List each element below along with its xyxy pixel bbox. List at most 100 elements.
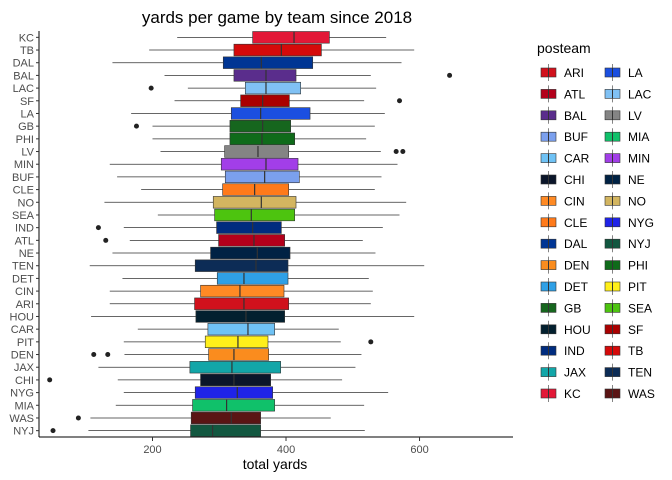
box-iqr <box>190 411 261 425</box>
outlier-point <box>393 149 399 155</box>
box-was: WAS <box>9 411 331 425</box>
box-sf: SF <box>20 94 403 108</box>
legend-label: CHI <box>564 173 585 187</box>
legend-label: DET <box>564 280 589 294</box>
box-iqr <box>252 31 330 44</box>
legend-item-det: DET <box>540 278 589 295</box>
box-iqr <box>210 246 291 260</box>
legend-item-lac: LAC <box>604 85 652 103</box>
y-tick-label: MIA <box>14 400 34 412</box>
y-tick-label: LV <box>21 147 34 159</box>
box-iqr <box>214 208 295 222</box>
box-bal: BAL <box>13 69 453 82</box>
outlier-point <box>397 98 403 104</box>
outlier-point <box>447 72 453 78</box>
legend-item-mia: MIA <box>604 128 649 146</box>
legend-label: LA <box>628 66 643 80</box>
legend-label: SF <box>628 323 643 337</box>
x-tick-label: 600 <box>410 444 428 456</box>
y-tick-label: CIN <box>15 286 34 298</box>
y-tick-label: PHI <box>16 134 34 146</box>
box-no: NO <box>18 196 407 209</box>
x-tick-label: 400 <box>277 444 295 456</box>
box-ind: IND <box>15 221 383 235</box>
legend-label: TB <box>628 344 643 358</box>
y-tick-label: KC <box>19 32 34 44</box>
box-nyg: NYG <box>10 386 389 400</box>
box-iqr <box>240 94 290 107</box>
box-iqr <box>222 183 289 196</box>
box-iqr <box>200 284 285 298</box>
outlier-point <box>368 339 374 345</box>
box-iqr <box>218 234 285 247</box>
y-tick-label: WAS <box>9 413 34 425</box>
legend-label: LV <box>628 109 642 123</box>
y-tick-label: NE <box>19 248 34 260</box>
legend-item-jax: JAX <box>540 363 586 381</box>
legend-item-den: DEN <box>540 256 589 274</box>
legend-label: NYJ <box>628 237 651 251</box>
box-cle: CLE <box>13 183 375 197</box>
y-tick-label: BUF <box>12 172 34 184</box>
legend-item-sf: SF <box>604 320 643 338</box>
box-min: MIN <box>14 158 398 171</box>
legend-item-min: MIN <box>604 149 650 167</box>
legend-label: NO <box>628 194 646 208</box>
box-iqr <box>194 259 289 272</box>
box-phi: PHI <box>16 132 367 146</box>
box-iqr <box>195 310 285 323</box>
y-tick-label: CLE <box>13 185 34 197</box>
legend-item-gb: GB <box>540 299 581 317</box>
box-gb: GB <box>18 120 375 133</box>
box-iqr <box>224 170 300 184</box>
box-nyj: NYJ <box>13 424 365 438</box>
legend-label: JAX <box>564 366 586 380</box>
y-tick-label: CAR <box>11 324 34 336</box>
y-tick-label: DET <box>12 273 34 285</box>
legend-label: PHI <box>628 259 648 273</box>
box-iqr <box>244 81 302 95</box>
box-iqr <box>208 348 269 361</box>
box-ari: ARI <box>16 297 371 311</box>
legend-label: MIA <box>628 130 649 144</box>
plot-area: 200 400 600KCTBDALBALLACSFLAGBPHILVMINBUFC… <box>9 31 513 456</box>
legend-item-chi: CHI <box>540 171 585 188</box>
legend-item-car: CAR <box>540 149 590 167</box>
y-tick-label: ATL <box>15 235 34 247</box>
legend-label: MIN <box>628 152 650 166</box>
y-tick-label: TB <box>20 45 34 57</box>
box-iqr <box>222 56 314 69</box>
legend-item-ne: NE <box>604 171 645 188</box>
y-tick-label: MIN <box>14 159 34 171</box>
legend-item-no: NO <box>604 192 646 210</box>
y-tick-label: PIT <box>17 337 34 349</box>
box-iqr <box>220 158 299 171</box>
box-den: DEN <box>11 348 362 362</box>
legend-item-tb: TB <box>604 342 643 360</box>
box-lv: LV <box>21 145 406 159</box>
y-tick-label: SF <box>20 96 34 108</box>
box-iqr <box>229 120 291 133</box>
y-tick-label: TEN <box>12 261 34 273</box>
legend-item-nyg: NYG <box>604 213 654 231</box>
outlier-point <box>91 352 97 358</box>
box-chi: CHI <box>15 373 343 387</box>
box-car: CAR <box>11 323 339 336</box>
legend-item-nyj: NYJ <box>604 235 651 253</box>
box-iqr <box>212 196 297 209</box>
legend-item-sea: SEA <box>604 299 652 317</box>
box-lac: LAC <box>13 81 377 95</box>
legend-label: DAL <box>564 237 588 251</box>
box-iqr <box>207 323 275 336</box>
y-tick-label: CHI <box>15 375 34 387</box>
x-axis-title: total yards <box>243 456 308 472</box>
y-tick-label: NYG <box>10 388 34 400</box>
box-iqr <box>189 361 281 374</box>
legend-title: posteam <box>537 40 591 56</box>
legend-item-phi: PHI <box>604 256 648 274</box>
legend-label: HOU <box>564 323 591 337</box>
legend-item-atl: ATL <box>540 85 585 103</box>
box-mia: MIA <box>14 399 365 412</box>
box-atl: ATL <box>15 234 363 247</box>
